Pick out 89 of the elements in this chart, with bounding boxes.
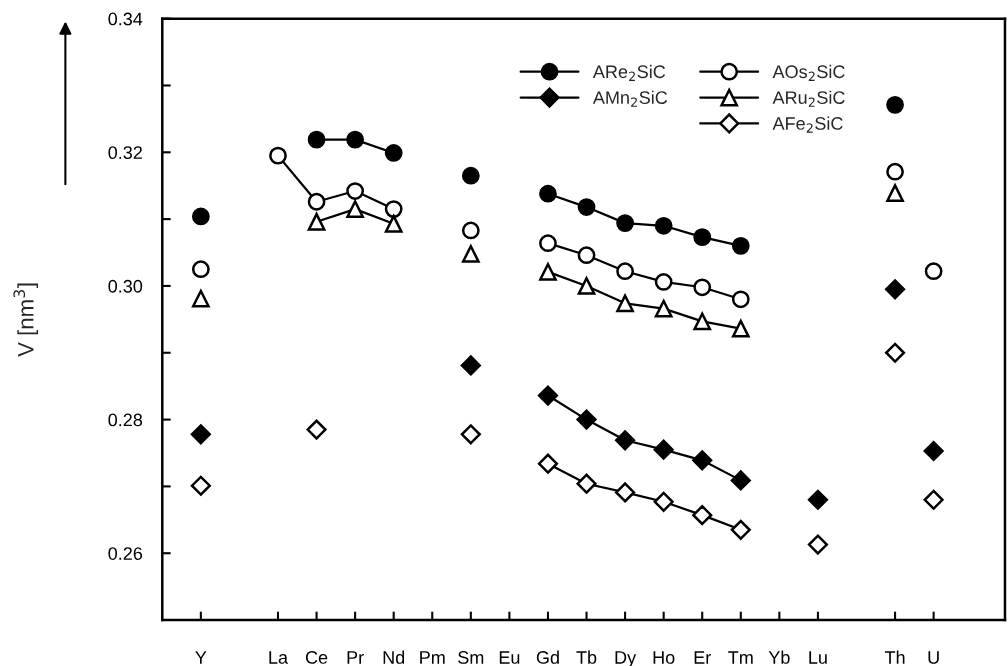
point <box>577 277 596 295</box>
point <box>346 200 365 218</box>
point <box>692 505 713 526</box>
y-tick-label: 0.32 <box>108 146 142 160</box>
point <box>730 470 751 491</box>
point <box>307 192 326 211</box>
x-tick-label: Y <box>195 651 207 664</box>
point <box>346 182 365 200</box>
point <box>615 430 636 451</box>
point <box>616 294 634 313</box>
point <box>884 279 906 300</box>
legend-label: AMn$_{2}$SiC <box>592 90 668 107</box>
point <box>730 519 751 540</box>
point <box>461 221 480 240</box>
point <box>307 212 326 231</box>
point <box>615 482 636 503</box>
x-tick-label: Eu <box>499 651 520 664</box>
point <box>693 312 712 331</box>
x-tick-label: Lu <box>809 651 827 664</box>
legend-label: ARe$_{2}$SiC <box>592 64 666 81</box>
y-axis-title: V [nm$^{3}$] <box>13 283 39 357</box>
point <box>923 489 944 510</box>
y-tick-label: 0.26 <box>108 547 143 560</box>
point <box>577 246 596 265</box>
point <box>653 491 674 512</box>
point <box>576 473 597 494</box>
x-tick-label: Tb <box>576 650 597 664</box>
point <box>537 453 559 474</box>
point <box>731 236 750 255</box>
point <box>923 440 944 462</box>
x-tick-label: Er <box>694 651 711 664</box>
y-tick-label: 0.34 <box>108 12 143 26</box>
point <box>460 355 481 376</box>
point <box>576 409 597 430</box>
x-tick-label: U <box>928 651 939 664</box>
point <box>886 162 904 181</box>
point <box>269 146 287 165</box>
point <box>539 184 557 203</box>
legend-label: AFe$_{2}$SiC <box>772 116 843 133</box>
point <box>693 228 712 247</box>
y-tick-label: 0.28 <box>108 413 143 427</box>
point <box>307 130 326 149</box>
point <box>384 200 403 218</box>
x-tick-label: Tm <box>728 651 753 664</box>
point <box>654 299 673 318</box>
point <box>692 450 713 471</box>
point <box>191 207 210 226</box>
point <box>461 244 480 263</box>
point <box>654 216 673 235</box>
point <box>693 278 712 297</box>
point <box>460 424 481 445</box>
point <box>384 144 403 162</box>
point <box>886 184 904 202</box>
point <box>577 198 596 216</box>
x-tick-label: Ce <box>305 651 328 664</box>
point <box>653 439 674 460</box>
legend-label: ARu$_{2}$SiC <box>772 90 845 107</box>
point <box>191 260 210 279</box>
point <box>924 262 943 281</box>
y-tick-label: 0.30 <box>108 279 143 293</box>
point <box>616 214 634 233</box>
point <box>461 166 480 185</box>
point <box>539 263 557 281</box>
point <box>731 290 750 309</box>
x-tick-label: Pm <box>420 651 445 664</box>
legend-label: AOs$_{2}$SiC <box>772 64 845 81</box>
point <box>306 419 327 440</box>
x-tick-label: Sm <box>458 651 484 664</box>
point <box>616 262 634 281</box>
point <box>539 234 557 253</box>
point <box>346 130 365 149</box>
x-tick-label: Th <box>884 650 905 664</box>
point <box>384 214 403 233</box>
point <box>884 342 906 363</box>
point <box>537 385 559 406</box>
x-tick-label: Pr <box>347 651 364 664</box>
x-tick-label: Nd <box>383 650 405 664</box>
point <box>191 289 210 308</box>
point <box>807 489 829 510</box>
point <box>190 475 211 496</box>
x-tick-label: Gd <box>536 650 559 664</box>
x-tick-label: La <box>269 651 289 664</box>
point <box>654 273 673 291</box>
point <box>190 424 211 445</box>
point <box>807 534 829 555</box>
point <box>731 319 750 338</box>
point <box>886 95 904 114</box>
x-tick-label: Ho <box>653 651 675 664</box>
x-tick-label: Yb <box>768 650 790 664</box>
